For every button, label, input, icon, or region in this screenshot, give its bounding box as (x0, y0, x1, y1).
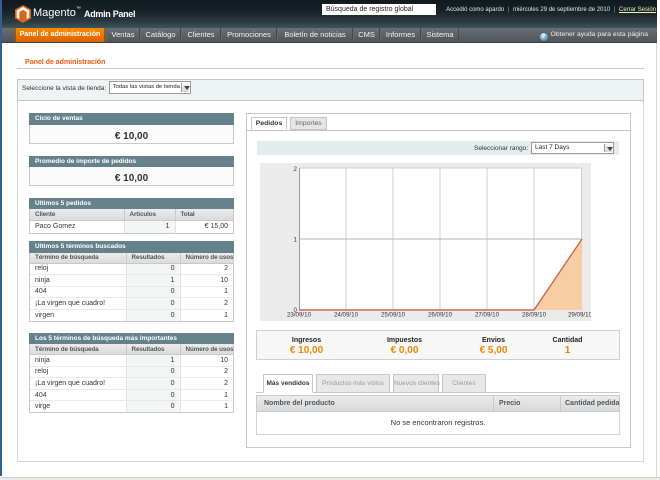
svg-text:1: 1 (294, 237, 298, 244)
svg-text:24/09/10: 24/09/10 (334, 312, 359, 319)
svg-text:23/09/10: 23/09/10 (287, 312, 312, 319)
svg-text:0: 0 (294, 307, 298, 314)
svg-text:29/09/10: 29/09/10 (568, 312, 591, 319)
svg-text:2: 2 (294, 166, 298, 173)
svg-text:28/09/10: 28/09/10 (522, 312, 547, 319)
svg-text:27/09/10: 27/09/10 (475, 312, 500, 319)
svg-text:26/09/10: 26/09/10 (428, 312, 453, 319)
svg-text:25/09/10: 25/09/10 (381, 312, 406, 319)
